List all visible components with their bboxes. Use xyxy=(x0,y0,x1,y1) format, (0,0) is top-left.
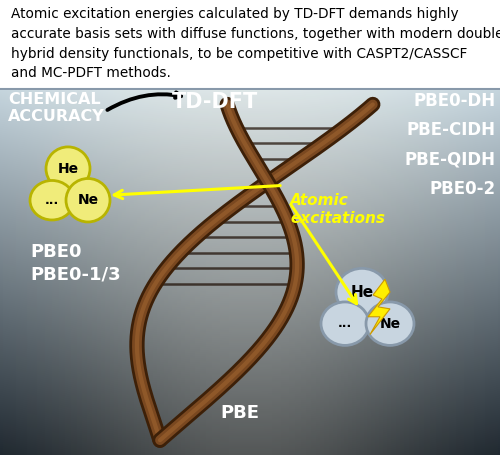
Text: ...: ... xyxy=(338,317,352,330)
Text: He: He xyxy=(58,162,78,176)
Text: Ne: Ne xyxy=(78,193,98,207)
Text: PBE0-2: PBE0-2 xyxy=(430,181,496,198)
Text: PBE0: PBE0 xyxy=(30,243,82,261)
Ellipse shape xyxy=(366,302,414,345)
Text: PBE-CIDH: PBE-CIDH xyxy=(407,121,496,139)
Text: accurate basis sets with diffuse functions, together with modern double-: accurate basis sets with diffuse functio… xyxy=(11,27,500,41)
Ellipse shape xyxy=(30,181,74,220)
Text: ...: ... xyxy=(45,194,59,207)
Text: PBE: PBE xyxy=(220,404,260,422)
Text: TD-DFT: TD-DFT xyxy=(172,91,258,111)
Text: CHEMICAL
ACCURACY: CHEMICAL ACCURACY xyxy=(8,91,105,124)
Text: hybrid density functionals, to be competitive with CASPT2/CASSCF: hybrid density functionals, to be compet… xyxy=(11,46,468,61)
Text: Atomic
excitations: Atomic excitations xyxy=(290,193,385,226)
Text: He: He xyxy=(350,284,374,299)
Text: Atomic excitation energies calculated by TD-DFT demands highly: Atomic excitation energies calculated by… xyxy=(11,7,458,21)
Text: Ne: Ne xyxy=(380,317,400,331)
Text: PBE0-DH: PBE0-DH xyxy=(414,91,496,110)
Ellipse shape xyxy=(46,147,90,190)
Ellipse shape xyxy=(66,178,110,222)
Text: PBE-QIDH: PBE-QIDH xyxy=(405,151,496,169)
Ellipse shape xyxy=(321,302,369,345)
Text: and MC-PDFT methods.: and MC-PDFT methods. xyxy=(11,66,171,81)
Ellipse shape xyxy=(336,268,388,316)
Text: PBE0-1/3: PBE0-1/3 xyxy=(30,265,120,283)
Polygon shape xyxy=(368,279,390,334)
